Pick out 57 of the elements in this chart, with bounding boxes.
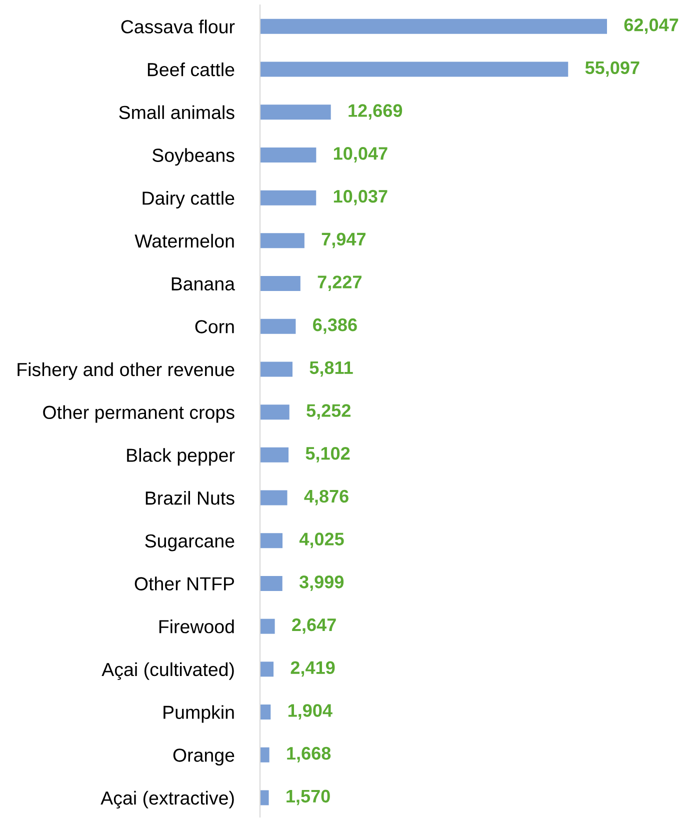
y-tick-label: Small animals — [119, 105, 234, 120]
bar — [260, 276, 300, 292]
bar — [260, 790, 269, 806]
data-label: 10,047 — [334, 147, 388, 162]
bar — [260, 404, 290, 420]
bar — [260, 662, 274, 677]
y-tick-label: Brazil Nuts — [146, 490, 234, 505]
y-tick-label: Sugarcane — [145, 534, 234, 552]
y-tick-label: Cassava flour — [121, 20, 235, 34]
bar — [260, 190, 316, 206]
bar — [260, 233, 304, 248]
data-label: 62,047 — [624, 18, 678, 34]
data-label: 6,386 — [313, 318, 357, 334]
bar — [260, 490, 288, 506]
bar — [260, 704, 271, 720]
y-tick-label: Corn — [195, 320, 234, 334]
data-label: 7,947 — [322, 232, 366, 248]
bar — [260, 747, 270, 762]
data-label: 5,811 — [310, 361, 353, 377]
bar — [260, 147, 316, 162]
y-tick-label: Açai (cultivated) — [102, 662, 234, 680]
y-tick-label: Pumpkin — [164, 705, 234, 723]
y-tick-label: Beef cattle — [148, 62, 234, 76]
data-label: 4,876 — [304, 490, 348, 506]
bar — [260, 62, 568, 77]
y-tick-label: Fishery and other revenue — [18, 362, 234, 380]
bar — [260, 618, 275, 634]
data-label: 1,570 — [286, 790, 330, 806]
y-tick-label: Other permanent crops — [43, 405, 234, 423]
data-label: 5,102 — [306, 446, 350, 462]
data-label: 7,227 — [318, 276, 362, 291]
data-label: 55,097 — [585, 61, 640, 77]
bar — [260, 533, 283, 548]
y-tick-label: Soybeans — [152, 148, 234, 166]
data-label: 1,668 — [287, 746, 331, 762]
data-label: 10,037 — [334, 190, 388, 206]
data-label: 5,252 — [306, 404, 350, 420]
bar — [260, 362, 292, 377]
bar — [260, 104, 331, 120]
y-tick-label: Other NTFP — [134, 576, 234, 590]
data-label: 12,669 — [348, 104, 402, 120]
data-label: 3,999 — [299, 576, 344, 591]
bar — [260, 18, 607, 34]
y-tick-label: Firewood — [159, 620, 234, 634]
data-label: 2,647 — [292, 618, 336, 634]
bar — [260, 576, 282, 591]
bar — [260, 318, 296, 334]
y-tick-label: Banana — [172, 277, 236, 290]
y-tick-label: Watermelon — [134, 234, 234, 248]
data-label: 2,419 — [290, 661, 335, 677]
data-label: 1,904 — [288, 704, 332, 720]
y-tick-label: Açai (extractive) — [100, 790, 234, 808]
data-label: 4,025 — [299, 532, 344, 548]
bar — [260, 447, 289, 462]
y-tick-label: Dairy cattle — [142, 191, 234, 209]
y-tick-label: Orange — [173, 748, 234, 766]
y-tick-label: Black pepper — [127, 448, 235, 466]
